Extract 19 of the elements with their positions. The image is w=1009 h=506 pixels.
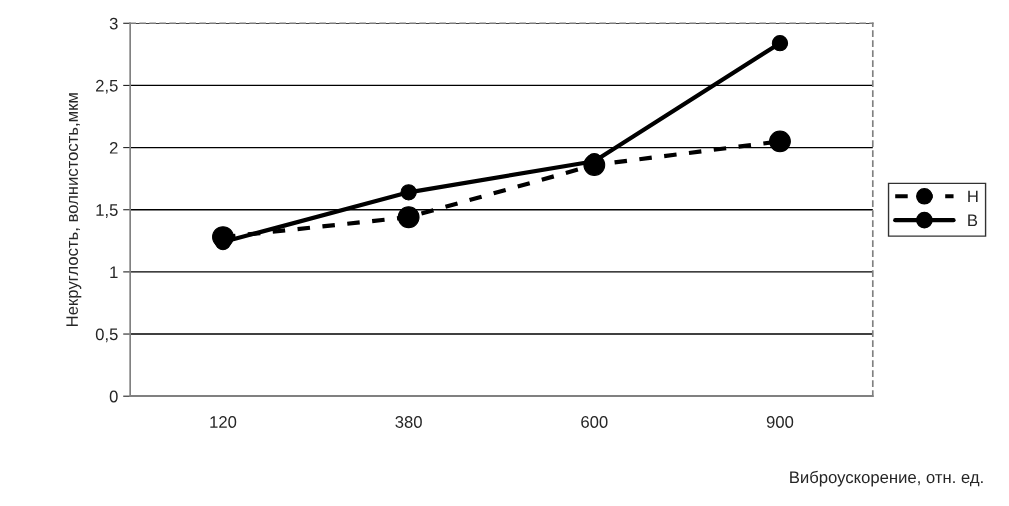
x-tick-label: 600 — [581, 416, 608, 428]
y-tick-label: 2,5 — [96, 79, 118, 94]
x-axis-title: Виброускорение, отн. ед. — [790, 470, 983, 487]
point — [397, 206, 420, 229]
y-tick-label: 2 — [109, 141, 118, 154]
point — [769, 130, 791, 153]
legend-label: В — [968, 214, 978, 226]
x-tick-label: 900 — [766, 416, 794, 428]
y-tick-label: 1,5 — [96, 204, 118, 218]
point — [400, 184, 417, 201]
y-tick-label: 3 — [109, 17, 118, 30]
x-tick-label: 120 — [210, 416, 237, 428]
x-tick-label: 380 — [395, 416, 422, 428]
legend-label: Н — [968, 190, 978, 203]
y-tick-label: 0 — [109, 390, 118, 403]
point — [771, 35, 789, 52]
y-axis-title: Некруглость, волнистость,мкм — [66, 93, 82, 326]
y-tick-label: 1 — [110, 266, 118, 278]
y-tick-label: 0,5 — [95, 328, 118, 343]
